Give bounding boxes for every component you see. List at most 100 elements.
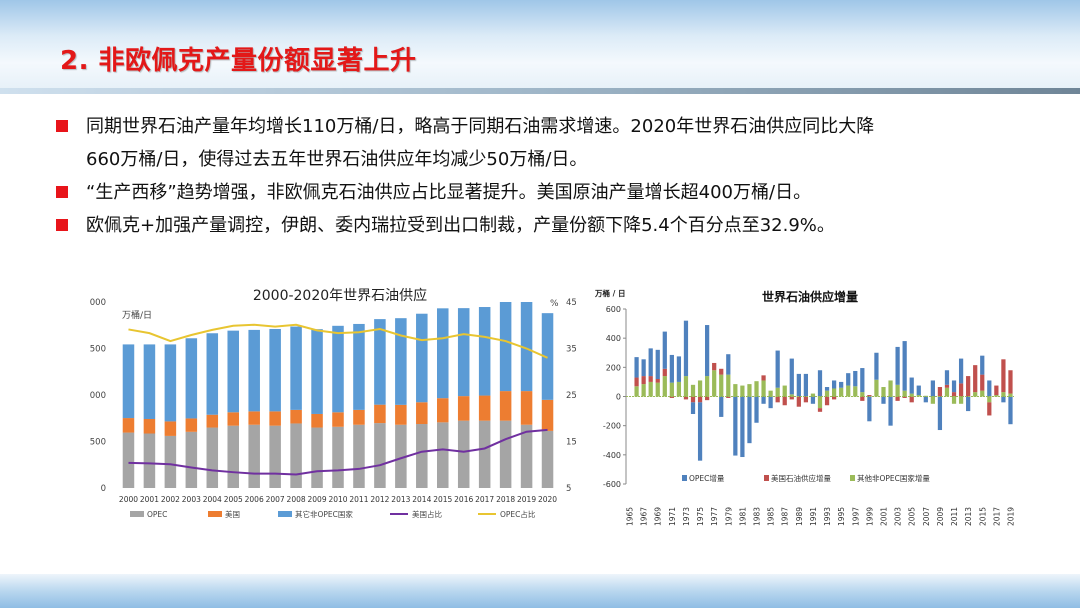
bar-其他非OPEC国家增量 — [888, 380, 893, 397]
bar-美国石油供应增量 — [669, 396, 674, 398]
bullet-text: “生产西移”趋势增强，非欧佩克石油供应占比显著提升。美国原油产量增长超400万桶… — [86, 182, 812, 203]
bar-OPEC — [290, 423, 302, 488]
bar-OPEC增量 — [987, 380, 992, 397]
bar-其它非OPEC国家 — [395, 318, 407, 405]
bar-OPEC增量 — [958, 358, 964, 384]
bar-其它非OPEC国家 — [206, 333, 219, 415]
bar-美国石油供应增量 — [775, 396, 780, 403]
bar-其他非OPEC国家增量 — [846, 385, 851, 397]
y-tick-label: -600 — [603, 480, 621, 489]
x-tick-label: 2011 — [349, 495, 368, 504]
bar-OPEC增量 — [853, 370, 858, 387]
bar-其他非OPEC国家增量 — [810, 393, 816, 397]
bar-美国石油供应增量 — [803, 396, 809, 403]
bar-美国 — [499, 391, 512, 421]
x-tick-label: 2009 — [936, 507, 945, 526]
bar-其他非OPEC国家增量 — [895, 384, 900, 397]
bar-OPEC — [227, 425, 239, 488]
bar-美国 — [395, 404, 407, 425]
bullet-square-icon — [56, 219, 68, 231]
bar-OPEC — [416, 424, 428, 488]
bullet-1: 同期世界石油产量年均增长110万桶/日，略高于同期石油需求增速。2020年世界石… — [56, 110, 1016, 176]
bar-其他非OPEC国家增量 — [944, 387, 950, 397]
bar-OPEC增量 — [867, 396, 872, 422]
y2-tick-label: 45 — [566, 298, 577, 308]
bar-OPEC — [143, 433, 156, 488]
bar-OPEC增量 — [634, 357, 639, 378]
bar-其他非OPEC国家增量 — [662, 376, 667, 397]
bar-OPEC增量 — [831, 380, 837, 389]
bar-OPEC增量 — [923, 396, 928, 403]
bar-美国石油供应增量 — [937, 387, 943, 397]
bar-其它非OPEC国家 — [353, 323, 365, 410]
bar-美国石油供应增量 — [951, 392, 957, 397]
bar-其他非OPEC国家增量 — [831, 388, 837, 397]
bar-OPEC — [269, 425, 281, 488]
bar-其他非OPEC国家增量 — [634, 386, 639, 397]
bar-其他非OPEC国家增量 — [951, 396, 957, 404]
bar-美国石油供应增量 — [655, 379, 660, 383]
x-tick-label: 2004 — [203, 495, 222, 504]
bar-OPEC — [332, 426, 344, 488]
bar-其他非OPEC国家增量 — [726, 374, 731, 397]
bar-OPEC增量 — [895, 346, 900, 385]
bar-美国 — [416, 402, 428, 425]
x-tick-label: 1971 — [668, 507, 677, 526]
x-tick-label: 2007 — [922, 507, 931, 526]
bar-OPEC增量 — [916, 385, 921, 396]
bar-其它非OPEC国家 — [416, 313, 428, 403]
x-tick-label: 1981 — [738, 507, 747, 526]
y2-tick-label: 25 — [566, 391, 577, 401]
bar-OPEC增量 — [817, 370, 823, 397]
x-tick-label: 2017 — [475, 495, 494, 504]
bar-OPEC增量 — [719, 396, 724, 417]
bar-美国石油供应增量 — [796, 396, 801, 407]
bar-OPEC增量 — [775, 350, 780, 388]
bar-OPEC增量 — [697, 402, 703, 461]
bar-OPEC增量 — [824, 387, 830, 391]
x-tick-label: 2010 — [328, 495, 347, 504]
bar-其他非OPEC国家增量 — [874, 379, 879, 397]
bar-美国石油供应增量 — [867, 395, 872, 397]
legend-swatch — [682, 475, 687, 481]
bar-其它非OPEC国家 — [332, 325, 344, 413]
bar-美国石油供应增量 — [761, 375, 766, 381]
y-tick-label: -200 — [603, 422, 621, 431]
x-tick-label: 2006 — [245, 495, 264, 504]
bar-OPEC增量 — [980, 355, 985, 375]
bar-其他非OPEC国家增量 — [1001, 392, 1006, 397]
x-tick-label: 1965 — [626, 507, 635, 526]
x-tick-label: 1997 — [851, 507, 860, 526]
bar-其它非OPEC国家 — [143, 344, 156, 419]
y2-tick-label: 35 — [566, 345, 577, 355]
bar-OPEC增量 — [747, 396, 752, 444]
legend-label: OPEC增量 — [689, 473, 725, 483]
y-tick-label: 200 — [606, 363, 621, 372]
x-tick-label: 1979 — [724, 507, 733, 526]
bar-其他非OPEC国家增量 — [712, 370, 717, 397]
bar-其他非OPEC国家增量 — [973, 392, 978, 397]
bar-OPEC — [353, 424, 365, 488]
bar-其它非OPEC国家 — [374, 319, 386, 405]
bar-美国石油供应增量 — [648, 376, 653, 382]
bar-美国石油供应增量 — [662, 368, 667, 377]
bar-其他非OPEC国家增量 — [817, 396, 823, 409]
footer-band — [0, 574, 1080, 608]
bar-其他非OPEC国家增量 — [754, 381, 759, 397]
x-tick-label: 2011 — [950, 507, 959, 526]
x-tick-label: 1983 — [753, 507, 762, 526]
x-tick-label: 1969 — [654, 507, 663, 526]
header-divider — [0, 88, 1080, 94]
world-oil-supply-increment-chart: 世界石油供应增量 万桶 / 日 -600 -400 -200 0 200 400 600 1965… — [594, 288, 1015, 526]
bar-OPEC增量 — [662, 331, 667, 369]
bar-美国石油供应增量 — [966, 376, 971, 397]
x-tick-label: 2017 — [992, 507, 1001, 526]
x-tick-label: 1993 — [823, 507, 832, 526]
bar-其他非OPEC国家增量 — [860, 392, 865, 397]
bar-美国 — [269, 411, 281, 426]
bullet-square-icon — [56, 186, 68, 198]
bar-其他非OPEC国家增量 — [853, 386, 858, 397]
bar-其他非OPEC国家增量 — [655, 382, 660, 397]
bar-OPEC — [122, 432, 135, 488]
bar-其它非OPEC国家 — [437, 308, 449, 399]
